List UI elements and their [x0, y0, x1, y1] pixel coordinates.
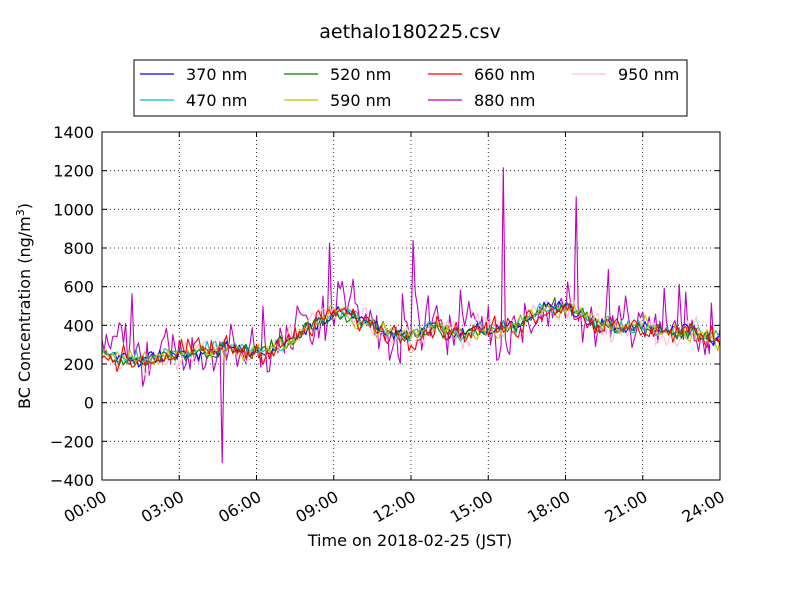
y-axis-label-main: BC Concentration (ng/m — [15, 216, 34, 409]
x-tick-label: 06:00 — [215, 487, 264, 527]
y-tick-label: 1000 — [53, 200, 94, 219]
y-tick-label: 200 — [63, 355, 94, 374]
ticks — [101, 131, 721, 481]
legend-item: 370 nm — [140, 65, 247, 84]
x-axis-label: Time on 2018-02-25 (JST) — [307, 531, 512, 550]
y-tick-label: 1400 — [53, 123, 94, 142]
legend-label: 950 nm — [618, 65, 679, 84]
data-series — [101, 167, 721, 464]
x-tick-label: 15:00 — [447, 487, 496, 527]
y-tick-label: 0 — [84, 394, 94, 413]
y-axis-label-close: ) — [15, 203, 34, 209]
series-line — [101, 297, 721, 366]
legend-label: 660 nm — [474, 65, 535, 84]
y-tick-label: 1200 — [53, 162, 94, 181]
legend-label: 590 nm — [330, 91, 391, 110]
legend-item: 470 nm — [140, 91, 247, 110]
y-tick-labels: −400 −200 0 200 400 600 800 1000 1200 1400 — [50, 123, 94, 490]
x-tick-label: 03:00 — [138, 487, 187, 527]
y-axis-label-superscript: 3 — [14, 209, 27, 216]
plot-area — [101, 131, 721, 481]
plot-background — [102, 132, 720, 480]
y-tick-label: −200 — [50, 432, 94, 451]
legend-label: 520 nm — [330, 65, 391, 84]
series-line — [101, 299, 721, 376]
chart-title: aethalo180225.csv — [319, 21, 501, 43]
y-axis-label: BC Concentration (ng/m3) — [14, 203, 34, 409]
x-tick-label: 00:00 — [61, 487, 110, 527]
legend-item: 590 nm — [284, 91, 391, 110]
y-tick-label: 600 — [63, 278, 94, 297]
legend: 370 nm 470 nm 520 nm 590 nm 660 nm 880 nm 950 … — [133, 59, 688, 117]
y-tick-label: 400 — [63, 316, 94, 335]
x-tick-label: 18:00 — [524, 487, 573, 527]
series-line — [101, 304, 721, 366]
x-tick-label: 12:00 — [370, 487, 419, 527]
x-tick-label: 24:00 — [679, 487, 728, 527]
legend-item: 880 nm — [428, 91, 535, 110]
legend-label: 470 nm — [186, 91, 247, 110]
legend-item: 520 nm — [284, 65, 391, 84]
legend-item: 660 nm — [428, 65, 535, 84]
legend-label: 880 nm — [474, 91, 535, 110]
y-tick-label: 800 — [63, 239, 94, 258]
y-tick-label: −400 — [50, 471, 94, 490]
x-tick-label: 21:00 — [601, 487, 650, 527]
x-tick-labels: 00:00 03:00 06:00 09:00 12:00 15:00 18:00 21:00… — [61, 487, 728, 527]
series-line — [101, 302, 721, 373]
legend-item: 950 nm — [572, 65, 679, 84]
legend-label: 370 nm — [186, 65, 247, 84]
legend-entries: 370 nm 470 nm 520 nm 590 nm 660 nm 880 nm 950 … — [140, 65, 679, 110]
legend-box — [133, 59, 688, 117]
x-tick-label: 09:00 — [292, 487, 341, 527]
